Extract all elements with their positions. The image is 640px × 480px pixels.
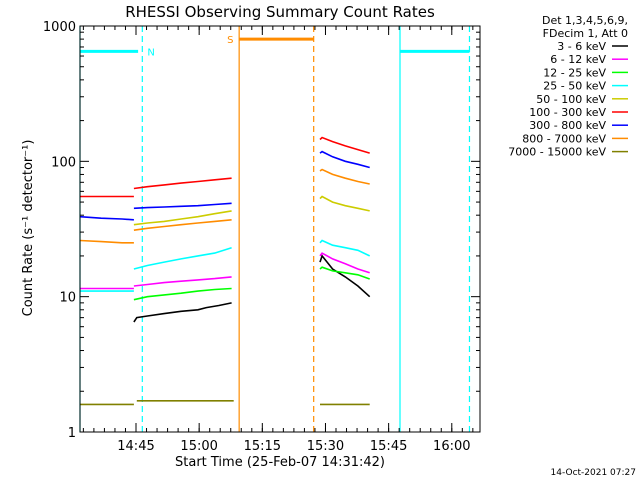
legend-label: 7000 - 15000 keV — [508, 146, 606, 159]
x-axis-title: Start Time (25-Feb-07 14:31:42) — [175, 455, 385, 470]
series-line-2 — [319, 266, 370, 280]
x-tick-label: 15:30 — [307, 439, 344, 454]
series-line-3 — [133, 246, 232, 270]
legend-label: 800 - 7000 keV — [522, 132, 606, 145]
series-line-7 — [319, 168, 370, 185]
legend-label: 50 - 100 keV — [536, 93, 606, 106]
y-tick-label: 100 — [51, 155, 76, 170]
chart-title: RHESSI Observing Summary Count Rates — [125, 3, 435, 21]
series-line-6 — [133, 202, 232, 210]
series-line-1 — [133, 276, 232, 287]
y-tick-label: 1 — [68, 426, 76, 441]
legend-label: 12 - 25 keV — [543, 66, 606, 79]
footer-date: 14-Oct-2021 07:27 — [551, 468, 636, 478]
x-tick-label: 14:45 — [117, 439, 154, 454]
axes: 1 10 100 1000 14:45 15:00 15:15 15:30 15:45 16:00 — [43, 20, 481, 454]
series-line-7 — [79, 239, 134, 244]
plot-frame — [79, 25, 481, 433]
series-line-1 — [319, 252, 370, 274]
series-line-0 — [319, 254, 371, 298]
legend-header-line: Det 1,3,4,5,6,9, — [542, 14, 628, 27]
series-line-0 — [133, 302, 232, 323]
x-tick-label: 15:15 — [244, 439, 281, 454]
flag-label: S — [227, 35, 233, 46]
flag-label: N — [147, 47, 154, 58]
y-tick-label: 10 — [59, 291, 76, 306]
series-line-5 — [319, 136, 370, 154]
x-tick-label: 15:00 — [180, 439, 217, 454]
legend: Det 1,3,4,5,6,9,FDecim 1, Att 03 - 6 keV… — [508, 14, 628, 159]
x-tick-label: 15:45 — [370, 439, 407, 454]
legend-label: 300 - 800 keV — [529, 119, 606, 132]
series-line-2 — [133, 287, 232, 301]
legend-label: 6 - 12 keV — [550, 53, 606, 66]
legend-label: 25 - 50 keV — [543, 80, 606, 93]
legend-label: 100 - 300 keV — [529, 106, 606, 119]
legend-header-line: FDecim 1, Att 0 — [543, 27, 628, 40]
series-line-7 — [133, 219, 232, 231]
y-axis-title: Count Rate (s⁻¹ detector⁻¹) — [21, 140, 36, 317]
plot-area: NS — [79, 26, 471, 432]
x-tick-label: 16:00 — [433, 439, 470, 454]
y-tick-label: 1000 — [43, 20, 76, 35]
series-line-3 — [319, 239, 371, 257]
series-line-6 — [319, 150, 370, 169]
legend-label: 3 - 6 keV — [557, 40, 606, 53]
series-line-4 — [319, 195, 370, 212]
series-line-5 — [133, 177, 232, 190]
series-line-4 — [133, 210, 232, 226]
series-line-6 — [79, 215, 134, 221]
